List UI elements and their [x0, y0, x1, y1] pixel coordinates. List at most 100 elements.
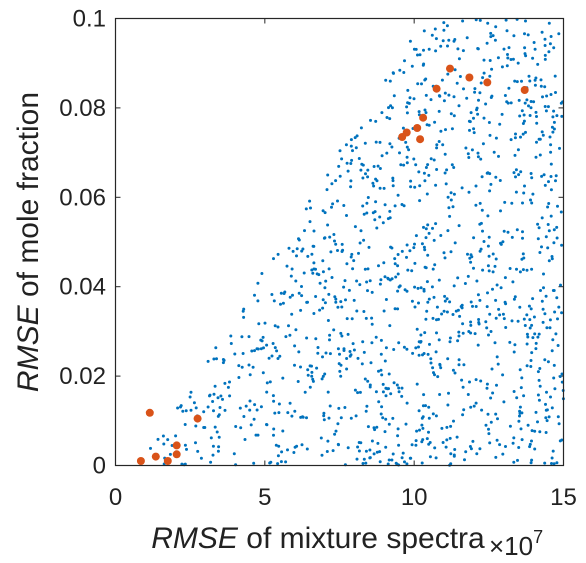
scatter-point	[485, 305, 489, 309]
scatter-point	[362, 238, 366, 242]
scatter-point	[380, 111, 384, 115]
scatter-point	[529, 359, 533, 362]
scatter-point	[484, 423, 488, 427]
scatter-point	[328, 235, 332, 239]
scatter-point	[474, 203, 478, 207]
scatter-point	[536, 222, 540, 226]
scatter-point	[521, 230, 524, 234]
scatter-point	[345, 214, 348, 217]
scatter-point	[440, 426, 444, 430]
scatter-point	[520, 438, 524, 442]
scatter-point	[472, 131, 476, 135]
scatter-point	[238, 406, 242, 410]
scatter-point	[493, 264, 497, 268]
scatter-point	[260, 339, 264, 343]
scatter-point	[400, 249, 404, 253]
scatter-point	[457, 363, 461, 367]
scatter-point	[378, 167, 382, 170]
scatter-point	[425, 192, 429, 196]
scatter-point	[472, 127, 476, 131]
scatter-point	[287, 324, 290, 328]
scatter-point	[440, 78, 444, 82]
scatter-point	[502, 400, 506, 404]
scatter-point	[550, 462, 553, 465]
scatter-point	[529, 307, 533, 311]
scatter-point	[560, 311, 564, 315]
scatter-point	[415, 327, 419, 331]
scatter-point	[237, 376, 241, 379]
scatter-point	[468, 380, 471, 384]
scatter-point	[514, 190, 518, 194]
highlight-point	[172, 450, 181, 459]
scatter-point	[452, 166, 456, 169]
scatter-point	[149, 446, 152, 450]
scatter-point	[543, 312, 547, 316]
scatter-point	[300, 443, 304, 447]
scatter-point	[445, 297, 449, 301]
scatter-point	[430, 33, 434, 37]
scatter-point	[377, 400, 381, 404]
scatter-point	[429, 357, 433, 361]
scatter-point	[338, 174, 342, 178]
scatter-point	[501, 240, 505, 244]
scatter-point	[234, 425, 238, 428]
scatter-point	[212, 392, 216, 396]
y-axis-label: RMSE of mole fraction	[12, 92, 45, 392]
scatter-point	[277, 411, 281, 415]
scatter-point	[370, 316, 374, 320]
scatter-point	[354, 414, 358, 418]
scatter-point	[430, 285, 434, 289]
scatter-point	[417, 353, 421, 357]
scatter-point	[515, 80, 519, 84]
scatter-point	[420, 416, 424, 420]
scatter-point	[352, 298, 356, 302]
scatter-point	[477, 322, 481, 326]
scatter-point	[424, 227, 428, 231]
scatter-point	[462, 363, 466, 367]
scatter-point	[355, 457, 359, 461]
scatter-point	[382, 261, 386, 265]
scatter-point	[486, 244, 490, 248]
scatter-point	[323, 301, 327, 305]
scatter-point	[414, 234, 418, 238]
scatter-point	[392, 381, 396, 385]
scatter-point	[356, 445, 360, 449]
scatter-point	[536, 62, 540, 66]
scatter-point	[423, 108, 427, 112]
scatter-point	[330, 276, 334, 279]
scatter-point	[161, 434, 165, 438]
scatter-point	[268, 380, 272, 384]
scatter-point	[276, 252, 280, 256]
scatter-point	[543, 57, 547, 61]
scatter-point	[330, 182, 334, 186]
scatter-point	[497, 307, 501, 311]
scatter-point	[323, 211, 327, 215]
scatter-point	[293, 363, 296, 367]
scatter-point	[538, 367, 542, 370]
scatter-point	[213, 425, 217, 429]
scatter-point	[383, 203, 387, 207]
scatter-point	[286, 448, 289, 452]
scatter-point	[306, 300, 309, 304]
scatter-point	[453, 241, 457, 245]
scatter-point	[361, 163, 365, 167]
scatter-point	[488, 189, 492, 193]
scatter-point	[546, 246, 550, 250]
scatter-point	[529, 365, 533, 368]
scatter-point	[425, 123, 429, 127]
scatter-point	[487, 333, 490, 337]
scatter-point	[432, 295, 436, 299]
scatter-point	[310, 374, 314, 378]
scatter-point	[540, 30, 544, 34]
scatter-point	[382, 309, 386, 313]
scatter-point	[328, 404, 332, 408]
scatter-point	[337, 406, 341, 410]
scatter-point	[346, 332, 350, 336]
scatter-point	[487, 269, 491, 273]
scatter-point	[452, 95, 456, 99]
scatter-point	[308, 385, 312, 389]
scatter-point	[370, 322, 374, 326]
scatter-point	[253, 293, 256, 297]
scatter-point	[420, 82, 423, 86]
scatter-point	[458, 314, 462, 318]
